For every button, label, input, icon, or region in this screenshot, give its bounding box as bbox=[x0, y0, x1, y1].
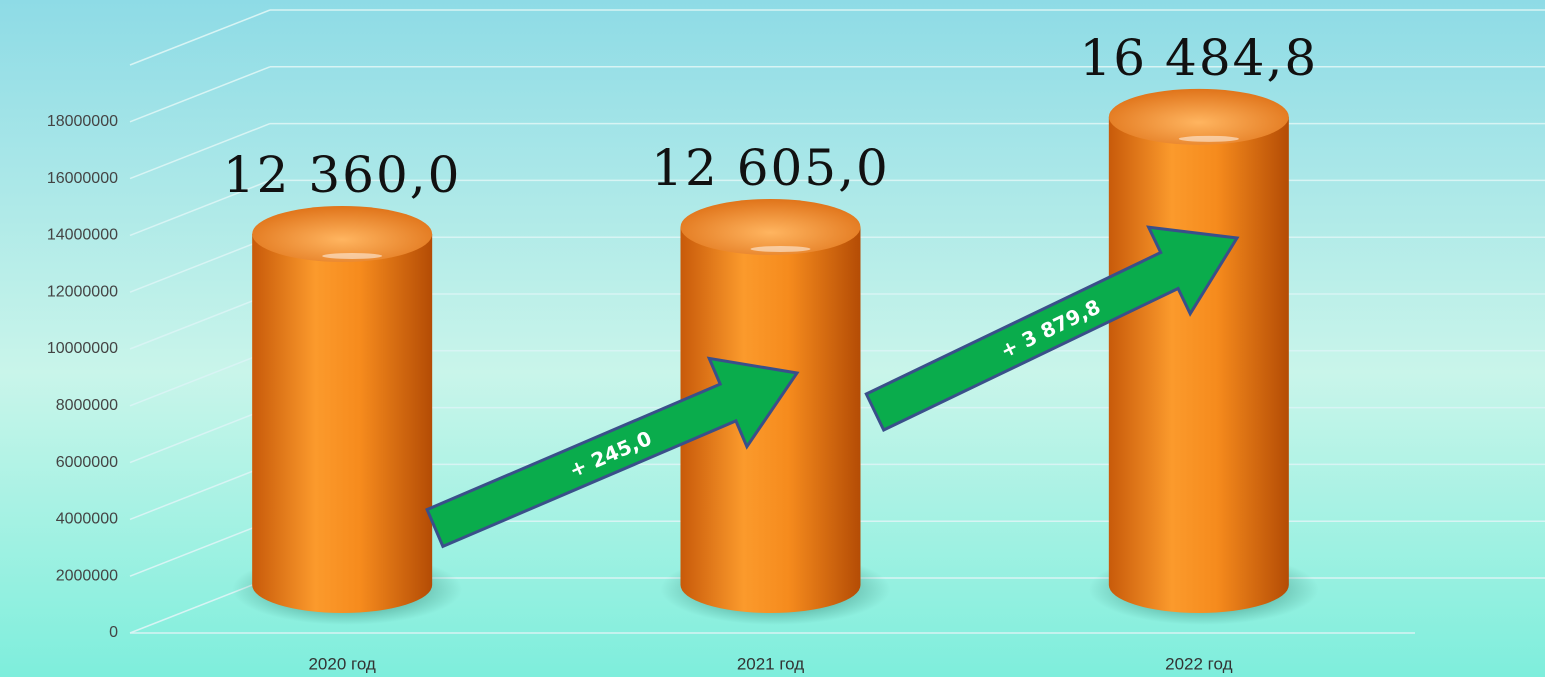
grid-line bbox=[129, 293, 271, 350]
wall-edge bbox=[129, 9, 271, 66]
grid-line bbox=[129, 179, 271, 237]
bar bbox=[680, 227, 861, 614]
grid-line bbox=[129, 66, 271, 123]
bar-top bbox=[680, 199, 861, 256]
x-tick-label: 2021 год bbox=[737, 654, 804, 673]
bar-top bbox=[1108, 88, 1289, 145]
y-tick-label: 14000000 bbox=[47, 227, 118, 244]
bar bbox=[252, 233, 433, 613]
y-tick-label: 8000000 bbox=[56, 397, 118, 414]
x-tick-label: 2020 год bbox=[308, 654, 375, 673]
bar bbox=[1108, 116, 1289, 614]
grid-line bbox=[129, 350, 271, 407]
bar-top bbox=[252, 205, 433, 262]
bar-highlight bbox=[1178, 135, 1239, 142]
value-label: 12 360,0 bbox=[223, 146, 462, 204]
grid-line bbox=[129, 122, 271, 180]
y-tick-label: 18000000 bbox=[47, 113, 118, 130]
y-tick-label: 0 bbox=[109, 624, 118, 641]
bar-highlight bbox=[322, 252, 383, 259]
x-tick-label: 2022 год bbox=[1165, 654, 1232, 673]
value-label: 16 484,8 bbox=[1080, 29, 1319, 87]
grid-line bbox=[129, 406, 271, 464]
growth-arrow bbox=[425, 356, 800, 549]
grid-line bbox=[129, 463, 271, 521]
y-tick-label: 2000000 bbox=[56, 567, 118, 584]
y-tick-label: 12000000 bbox=[47, 283, 118, 300]
y-tick-label: 6000000 bbox=[56, 454, 118, 471]
grid-line bbox=[129, 520, 271, 577]
growth-arrow bbox=[864, 225, 1240, 433]
y-tick-label: 16000000 bbox=[47, 170, 118, 187]
value-label: 12 605,0 bbox=[651, 139, 890, 197]
bar-highlight bbox=[750, 246, 811, 253]
grid-line bbox=[129, 236, 271, 293]
y-tick-label: 10000000 bbox=[47, 340, 118, 357]
y-tick-label: 4000000 bbox=[56, 511, 118, 528]
